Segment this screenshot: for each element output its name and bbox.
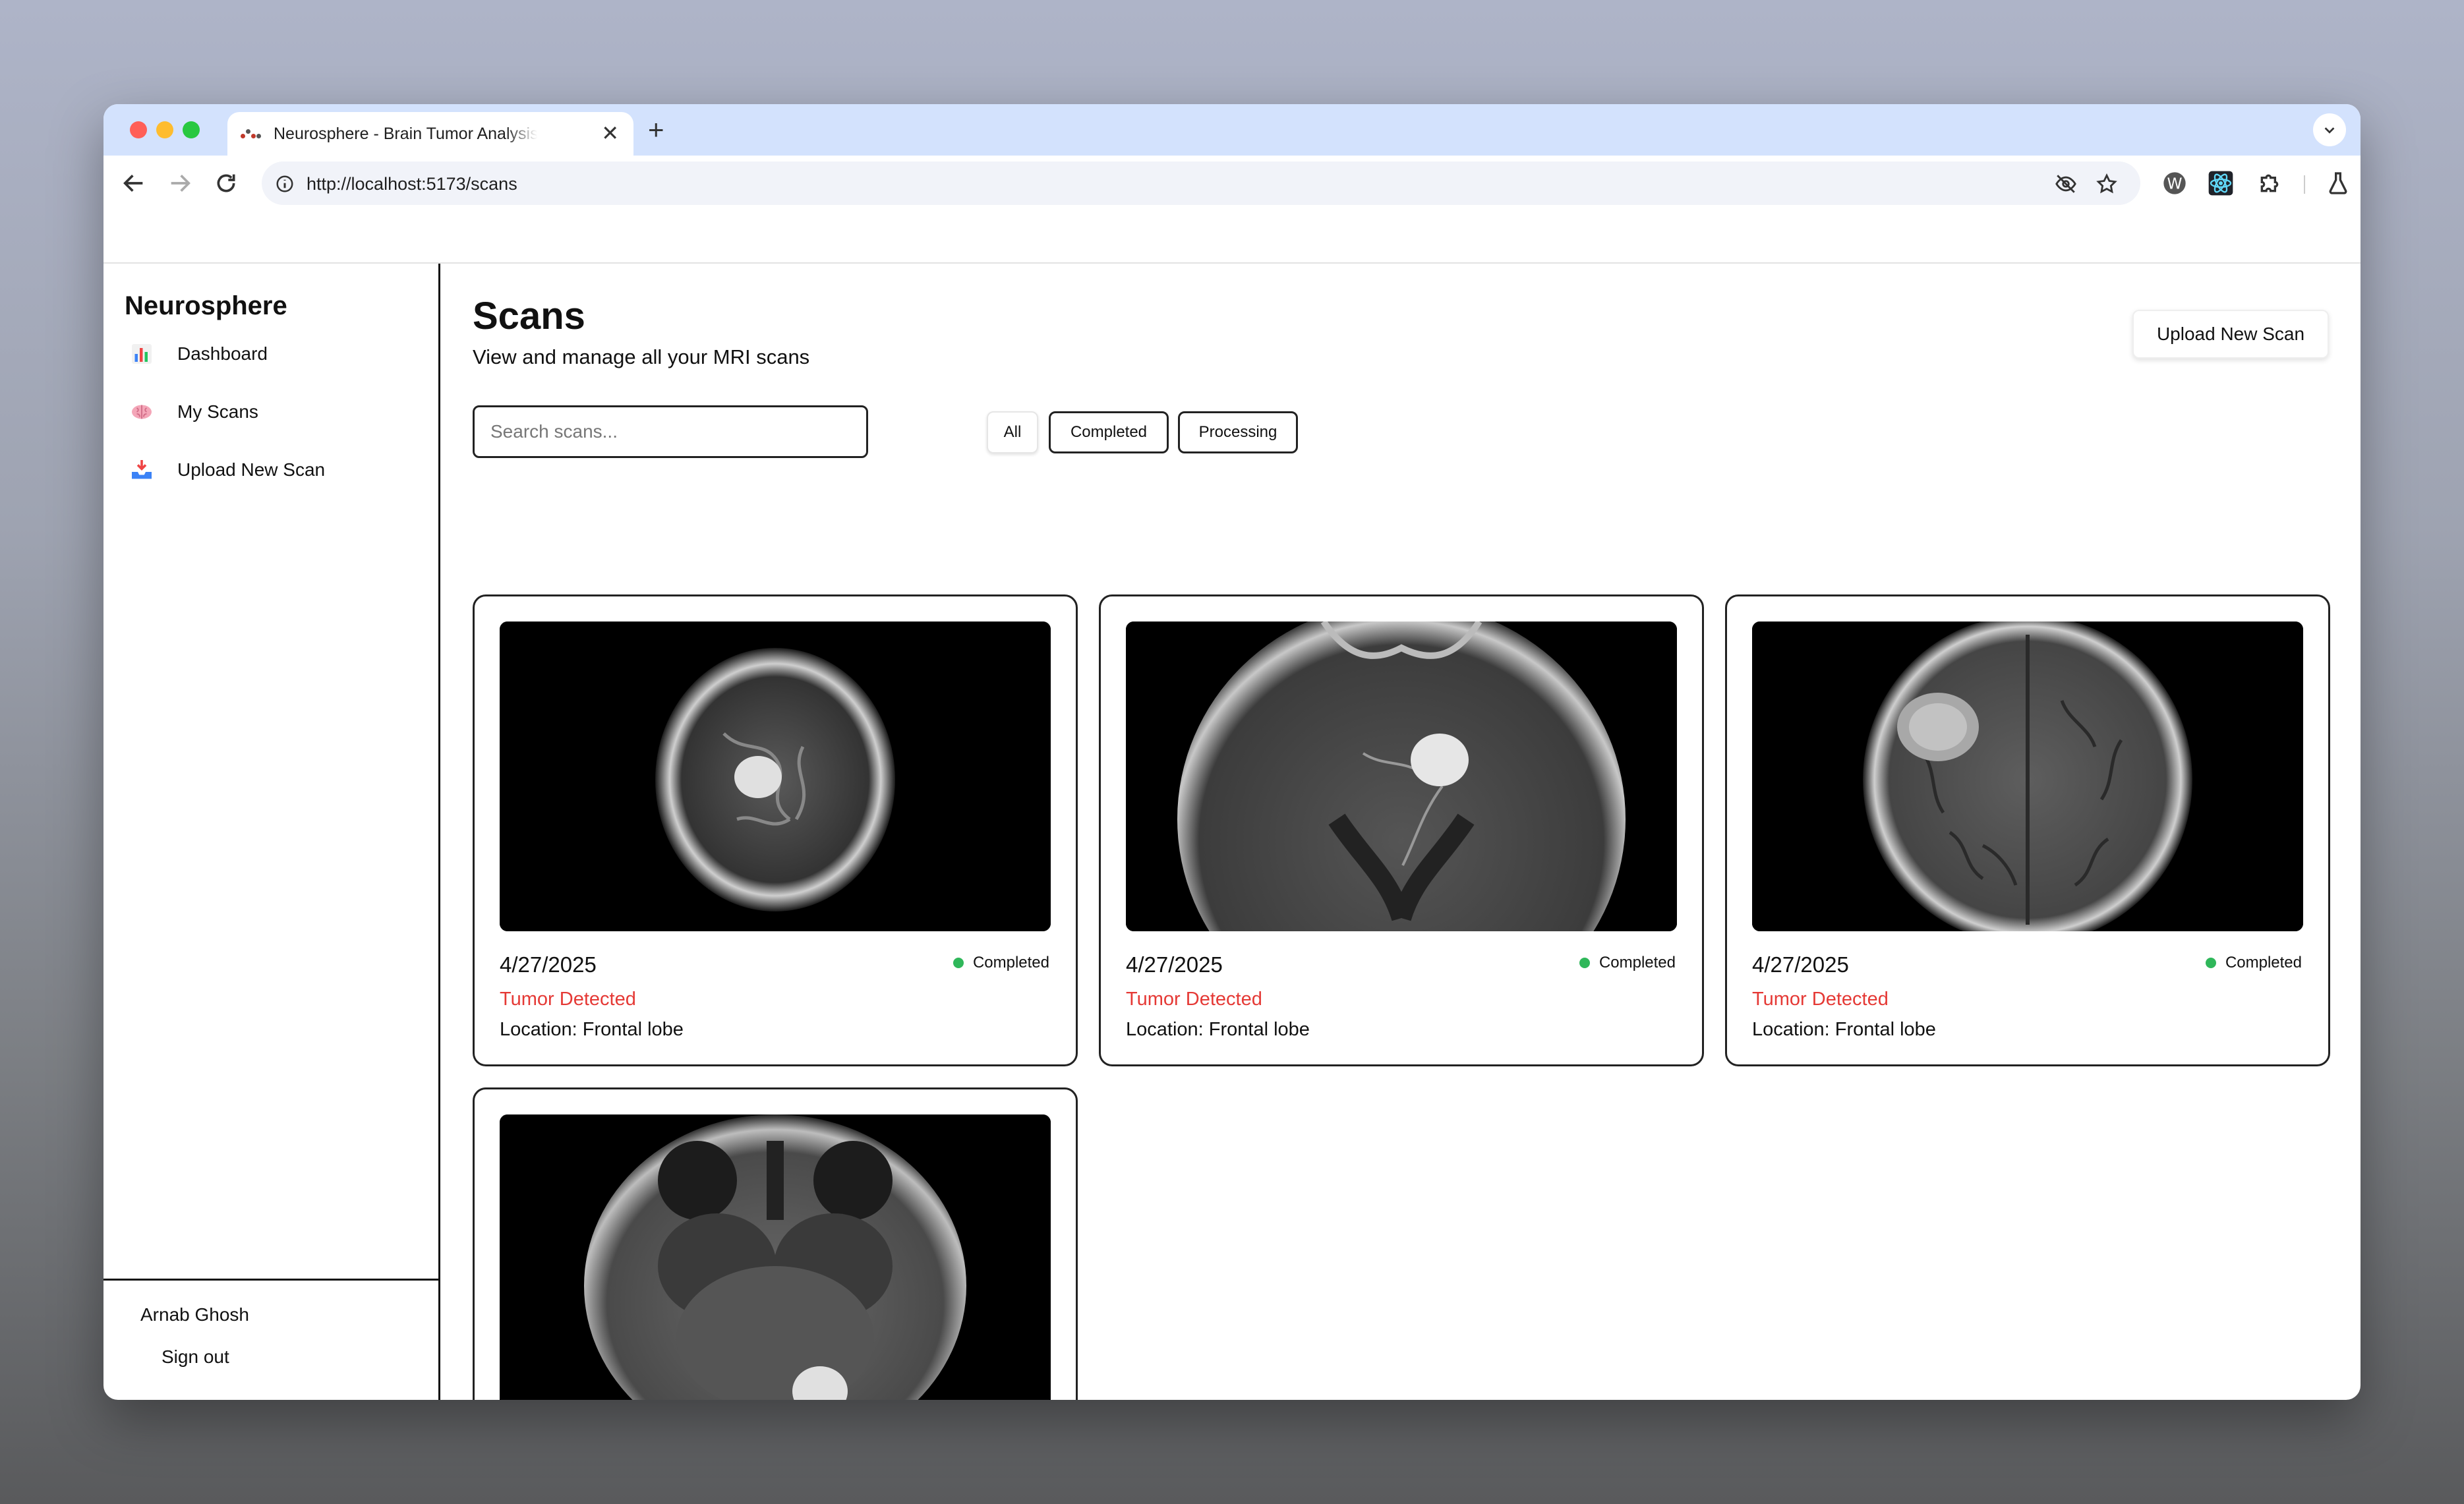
wordpress-extension-icon[interactable]: W xyxy=(2161,170,2188,196)
tab-close-icon[interactable]: ✕ xyxy=(601,121,619,145)
browser-toolbar: http://localhost:5173/scans W xyxy=(103,156,2361,212)
svg-text:W: W xyxy=(2167,174,2182,192)
url-text[interactable]: http://localhost:5173/scans xyxy=(307,174,517,194)
brand-logo: Neurosphere xyxy=(125,291,287,320)
chevron-down-icon xyxy=(2324,127,2335,134)
sidebar-footer: Arnab Ghosh Sign out xyxy=(103,1279,438,1400)
neurosphere-favicon-icon xyxy=(241,127,263,140)
mri-brain-axial-image xyxy=(500,622,1051,931)
inbox-tray-icon xyxy=(132,460,152,479)
scan-card[interactable]: 4/27/2025 Completed Tumor Detected Locat… xyxy=(1725,594,2330,1066)
sign-out-button[interactable]: Sign out xyxy=(161,1346,229,1367)
page-title: Scans xyxy=(473,295,585,337)
scan-location: Location: Frontal lobe xyxy=(1126,1019,1310,1040)
extensions-puzzle-icon[interactable] xyxy=(2256,170,2283,196)
scan-result: Tumor Detected xyxy=(1126,989,1262,1010)
scan-card[interactable]: 4/27/2025 Completed Tumor Detected Locat… xyxy=(473,594,1078,1066)
react-devtools-icon[interactable] xyxy=(2208,170,2234,196)
scan-date: 4/27/2025 xyxy=(1126,952,1223,977)
bar-chart-icon xyxy=(132,344,152,364)
status-dot xyxy=(1579,958,1590,968)
sidebar-item-label: Upload New Scan xyxy=(177,459,326,480)
bookmark-star-icon[interactable] xyxy=(2096,173,2118,195)
scan-location: Location: Frontal lobe xyxy=(1752,1019,1936,1040)
user-name: Arnab Ghosh xyxy=(140,1304,249,1325)
mri-scan-image xyxy=(1126,622,1677,931)
sidebar: Neurosphere Dashboard My Scans Upload Ne… xyxy=(103,264,440,1400)
scan-card[interactable]: 4/27/2025 Completed Tumor Detected Locat… xyxy=(1099,594,1704,1066)
filter-completed-button[interactable]: Completed xyxy=(1049,411,1169,453)
mri-brain-axial-image xyxy=(500,1114,1051,1400)
browser-window: Neurosphere - Brain Tumor Analysis ✕ + h… xyxy=(103,104,2361,1400)
sidebar-item-label: Dashboard xyxy=(177,343,268,364)
address-bar[interactable]: http://localhost:5173/scans xyxy=(262,161,2140,205)
filter-processing-button[interactable]: Processing xyxy=(1178,411,1298,453)
status-badge: Completed xyxy=(2205,954,2302,972)
scan-result: Tumor Detected xyxy=(1752,989,1889,1010)
browser-tab-active[interactable]: Neurosphere - Brain Tumor Analysis ✕ xyxy=(227,112,633,156)
scan-result: Tumor Detected xyxy=(500,989,636,1010)
sidebar-item-upload-new-scan[interactable]: Upload New Scan xyxy=(130,455,325,484)
status-label: Completed xyxy=(1599,954,1676,971)
status-label: Completed xyxy=(2225,954,2302,971)
close-window-button[interactable] xyxy=(130,121,147,138)
sidebar-item-dashboard[interactable]: Dashboard xyxy=(130,339,268,368)
minimize-window-button[interactable] xyxy=(156,121,173,138)
mri-brain-axial-image xyxy=(1126,622,1677,931)
site-info-icon[interactable] xyxy=(275,174,295,194)
toolbar-divider xyxy=(2304,175,2305,194)
status-badge: Completed xyxy=(953,954,1049,972)
tab-strip: Neurosphere - Brain Tumor Analysis ✕ + xyxy=(103,104,2361,156)
labs-flask-icon[interactable] xyxy=(2325,170,2351,196)
forward-arrow-icon[interactable] xyxy=(167,170,193,196)
tab-title: Neurosphere - Brain Tumor Analysis xyxy=(274,124,537,143)
scan-date: 4/27/2025 xyxy=(500,952,597,977)
mri-scan-image xyxy=(500,622,1051,931)
status-dot xyxy=(2205,958,2216,968)
mri-brain-axial-image xyxy=(1752,622,2303,931)
main-content: Scans View and manage all your MRI scans… xyxy=(442,264,2361,1400)
brain-icon xyxy=(132,405,152,419)
search-input[interactable] xyxy=(473,405,868,458)
mri-scan-image xyxy=(1752,622,2303,931)
scan-card[interactable]: 4/27/2025 Completed Tumor Detected Locat… xyxy=(473,1087,1078,1400)
scan-location: Location: Frontal lobe xyxy=(500,1019,684,1040)
back-arrow-icon[interactable] xyxy=(121,170,147,196)
status-dot xyxy=(953,958,964,968)
status-label: Completed xyxy=(972,954,1049,971)
mri-scan-image xyxy=(500,1114,1051,1400)
sidebar-item-my-scans[interactable]: My Scans xyxy=(130,397,258,426)
new-tab-button[interactable]: + xyxy=(648,114,664,145)
page-subtitle: View and manage all your MRI scans xyxy=(473,345,810,368)
status-badge: Completed xyxy=(1579,954,1676,972)
eye-off-icon[interactable] xyxy=(2055,173,2077,195)
filter-all-button[interactable]: All xyxy=(987,411,1038,453)
upload-new-scan-button[interactable]: Upload New Scan xyxy=(2132,310,2329,359)
sidebar-item-label: My Scans xyxy=(177,401,258,422)
scan-date: 4/27/2025 xyxy=(1752,952,1849,977)
toolbar-divider-line xyxy=(103,262,2361,264)
tab-search-button[interactable] xyxy=(2313,113,2346,146)
maximize-window-button[interactable] xyxy=(183,121,200,138)
reload-icon[interactable] xyxy=(213,170,239,196)
